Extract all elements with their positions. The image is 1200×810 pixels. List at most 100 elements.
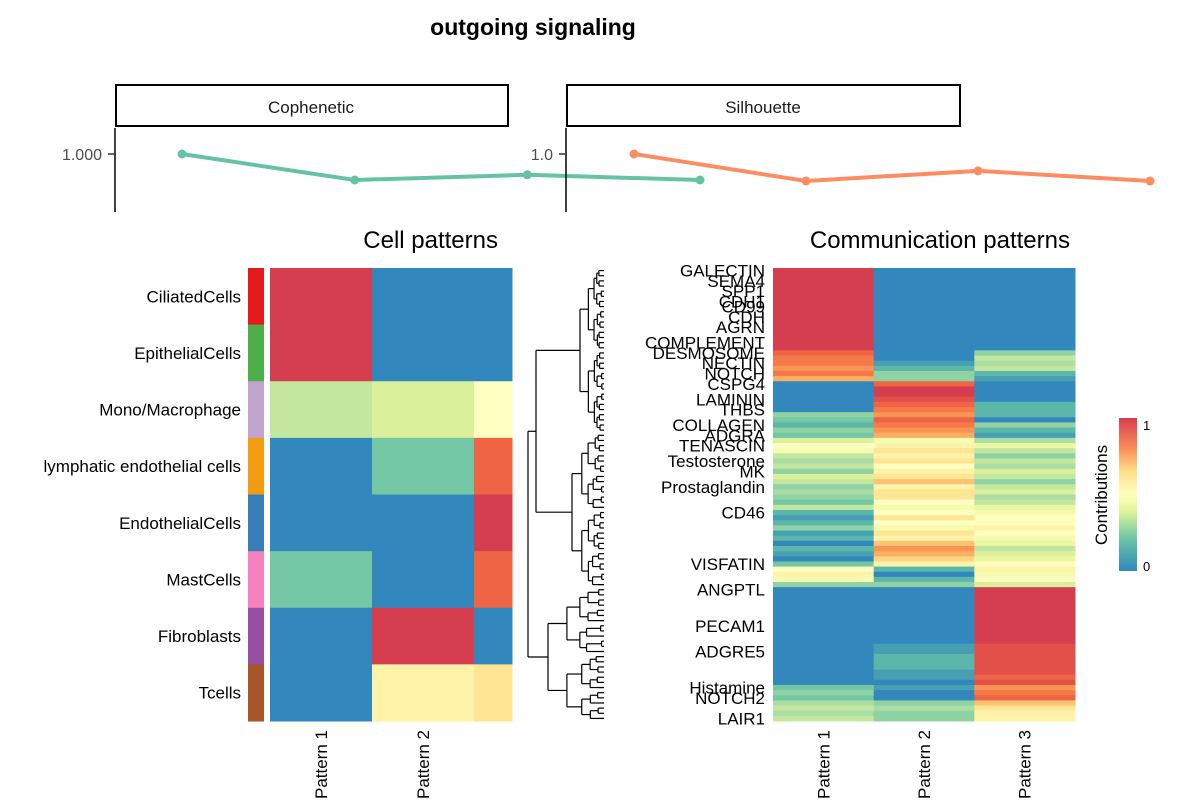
heatmap-cell [773,618,875,624]
heatmap-cell [773,525,875,532]
heatmap-cell [270,324,373,382]
heatmap-cell [873,571,975,578]
cell-column-labels: Pattern 1 Pattern 2 [312,730,433,799]
heatmap-cell [873,674,975,681]
heatmap-cell [873,556,975,562]
row-label: NECTIN [702,354,765,373]
heatmap-cell [474,381,513,439]
heatmap-cell [773,473,875,480]
row-label: SPP1 [722,282,765,301]
heatmap-cell [873,309,975,315]
series-line [181,152,701,183]
silhouette-facet: Silhouette 1.0 [531,84,1155,212]
legend-tick-label-high: 1 [1143,418,1150,433]
heatmap-cell [773,576,875,583]
heatmap-cell [974,602,1076,609]
row-label: PECAM1 [695,617,765,636]
heatmap-cell [773,381,875,387]
figure-title: outgoing signaling [430,14,636,40]
annotation-swatch [248,664,264,722]
heatmap-cell [873,370,975,377]
legend-colorbar [1119,418,1137,571]
row-label: Mono/Macrophage [99,401,241,420]
heatmap-cell [974,484,1076,490]
heatmap-cell [974,715,1076,722]
heatmap-cell [773,504,875,511]
heatmap-cell [873,324,975,331]
heatmap-cell [974,674,1076,681]
heatmap-cell [773,566,875,573]
heatmap-cell [974,690,1076,696]
heatmap-cell [974,350,1076,357]
heatmap-cell [873,334,975,341]
heatmap-cell [773,458,875,465]
heatmap-cell [773,396,875,403]
row-label: GALECTIN [680,262,765,281]
heatmap-cell [474,551,513,609]
heatmap-cell [773,705,875,712]
heatmap-cell [773,602,875,609]
heatmap-cell [974,463,1076,470]
row-label: THBS [720,401,765,420]
heatmap-cell [974,561,1076,568]
heatmap-cell [773,515,875,521]
heatmap-cell [372,268,475,326]
heatmap-cell [873,473,975,480]
row-label: VISFATIN [691,555,765,574]
heatmap-cell [974,489,1076,495]
heatmap-cell [773,509,875,516]
heatmap-cell [974,515,1076,521]
heatmap-cell [873,659,975,665]
heatmap-cell [974,304,1076,310]
heatmap-cell [974,628,1076,634]
heatmap-cell [773,648,875,655]
heatmap-cell [773,561,875,568]
heatmap-cell [773,556,875,562]
heatmap-cell [873,340,975,346]
heatmap-cell [873,535,975,542]
heatmap-cell [873,612,975,619]
heatmap-cell [873,345,975,351]
row-label: Testosterone [668,452,765,471]
heatmap-cell [773,499,875,506]
heatmap-cell [873,530,975,537]
row-label: Histamine [689,679,765,698]
heatmap-cell [873,386,975,393]
cell-patterns-title: Cell patterns [363,227,498,254]
heatmap-cell [474,268,513,326]
heatmap-cell [974,401,1076,408]
heatmap-cell [974,473,1076,480]
heatmap-cell [974,587,1076,593]
heatmap-cell [773,417,875,423]
heatmap-cell [773,268,875,274]
heatmap-cell [270,381,373,439]
heatmap-cell [873,443,975,449]
heatmap-cell [974,406,1076,413]
heatmap-cell [974,458,1076,465]
heatmap-cell [974,334,1076,341]
heatmap-cell [873,509,975,516]
row-label: CiliatedCells [147,287,241,306]
heatmap-cell [773,633,875,640]
heatmap-cell [873,288,975,295]
heatmap-cell [873,592,975,598]
heatmap-cell [974,494,1076,501]
heatmap-cell [873,602,975,609]
heatmap-cell [974,468,1076,475]
heatmap-cell [773,638,875,645]
row-label: COMPLEMENT [645,334,765,353]
heatmap-cell [773,412,875,418]
communication-column-labels: Pattern 1 Pattern 2 Pattern 3 [814,730,1034,799]
heatmap-cell [773,597,875,604]
annotation-swatch [248,494,264,552]
heatmap-cell [773,530,875,537]
heatmap-cell [974,705,1076,712]
heatmap-cell [773,273,875,279]
heatmap-cell [974,329,1076,336]
heatmap-cell [773,520,875,526]
row-label: CDH [728,308,765,327]
annotation-swatch [248,551,264,609]
heatmap-cell [372,607,475,665]
communication-patterns-heatmap [773,268,1076,722]
